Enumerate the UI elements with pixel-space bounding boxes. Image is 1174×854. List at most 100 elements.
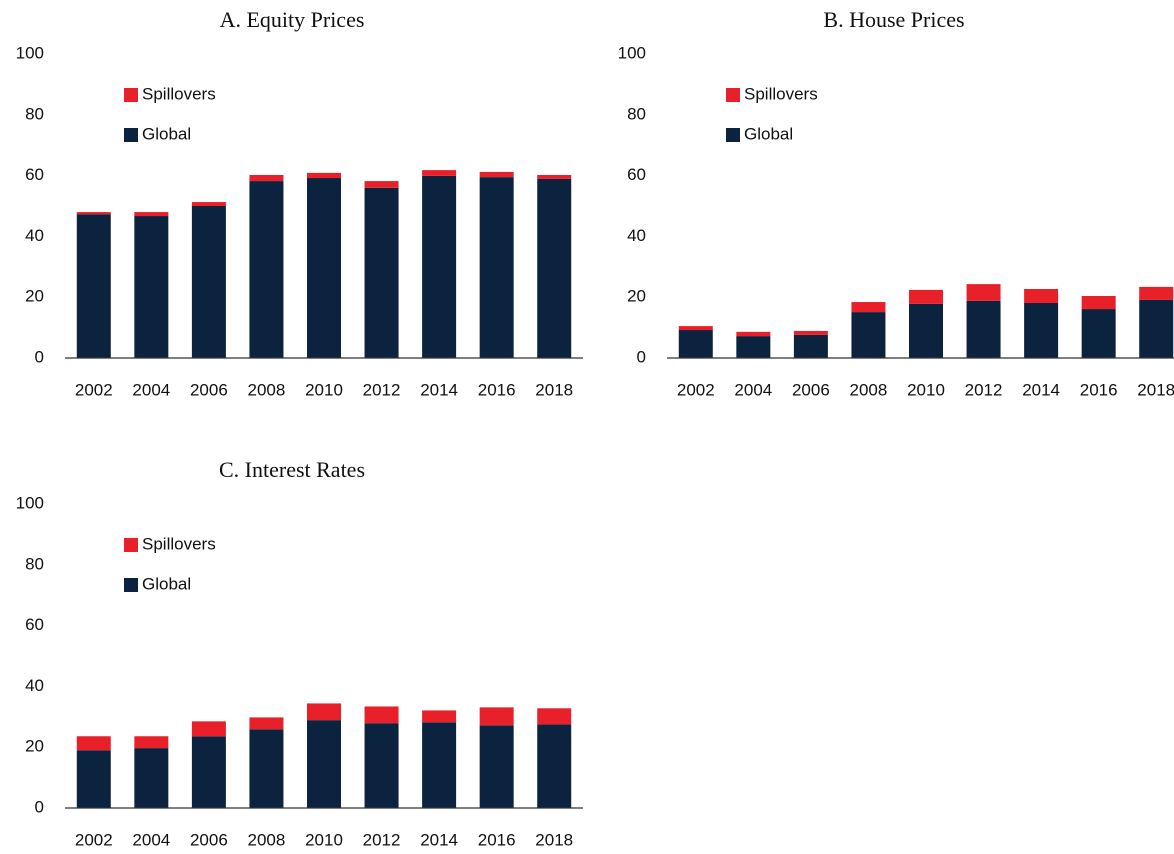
bar-segment [76, 214, 111, 358]
legend-swatch [124, 538, 138, 552]
bar-segment [76, 736, 111, 751]
bar-segment [909, 303, 943, 358]
bar-segment [134, 736, 169, 749]
bar-segment [736, 336, 771, 358]
x-tick-label: 2014 [420, 830, 458, 849]
bar-segment [307, 172, 341, 179]
legend-swatch [124, 128, 138, 142]
x-tick-label: 2018 [535, 830, 573, 849]
bar-segment [307, 720, 341, 808]
y-tick-label: 20 [25, 287, 44, 306]
bar-segment [966, 284, 1001, 301]
x-tick-label: 2006 [190, 830, 228, 849]
bar-segment [793, 334, 828, 358]
x-tick-label: 2004 [132, 380, 170, 399]
legend-label: Global [142, 574, 191, 593]
bar-segment [307, 178, 341, 358]
bar-segment [422, 170, 457, 176]
bar-segment [134, 748, 169, 808]
bar-segment [364, 181, 399, 188]
bar-segment [537, 178, 572, 358]
bar-segment [1024, 288, 1059, 303]
bar-segment [479, 171, 514, 178]
bar-segment [422, 722, 457, 808]
y-tick-label: 60 [627, 165, 646, 184]
bar-segment [307, 703, 341, 721]
y-tick-label: 0 [35, 347, 44, 366]
bar-segment [479, 177, 514, 358]
bar-segment [134, 212, 169, 217]
legend-swatch [124, 578, 138, 592]
x-tick-label: 2002 [75, 380, 113, 399]
chart: B. House Prices 0 20 40 60 80 100 2002 2004 2006 2… [618, 7, 1174, 399]
x-tick-label: 2012 [965, 380, 1003, 399]
bar-segment [479, 707, 514, 726]
chart: A. Equity Prices 0 20 40 60 80 100 2002 2004 2006… [16, 7, 583, 399]
bar-segment [678, 326, 713, 331]
x-tick-label: 2006 [190, 380, 228, 399]
bar-segment [191, 206, 226, 358]
x-tick-label: 2016 [478, 830, 516, 849]
bar-segment [537, 708, 572, 725]
y-tick-label: 80 [25, 104, 44, 123]
bar-segment [678, 330, 713, 358]
y-tick-label: 40 [25, 676, 44, 695]
y-tick-label: 60 [25, 165, 44, 184]
x-tick-label: 2006 [792, 380, 830, 399]
bar-segment [422, 175, 457, 358]
y-tick-label: 20 [25, 737, 44, 756]
bar-segment [909, 289, 943, 304]
bar-segment [537, 724, 572, 808]
bar-segment [1139, 299, 1174, 358]
x-tick-label: 2018 [535, 380, 573, 399]
legend-swatch [726, 88, 740, 102]
bar-segment [422, 710, 457, 723]
bar-segment [76, 750, 111, 808]
bar-segment [851, 312, 886, 358]
y-tick-label: 100 [618, 43, 646, 62]
y-tick-label: 80 [627, 104, 646, 123]
chart-title: B. House Prices [823, 7, 964, 32]
legend-label: Spillovers [142, 84, 216, 103]
x-tick-label: 2008 [248, 380, 286, 399]
bar-segment [793, 330, 828, 335]
bar-segment [1139, 286, 1174, 300]
x-tick-label: 2002 [677, 380, 715, 399]
y-tick-label: 0 [637, 347, 646, 366]
bar-segment [537, 174, 572, 179]
bar-segment [364, 723, 399, 808]
bar-segment [966, 300, 1001, 358]
bar-segment [479, 725, 514, 808]
x-tick-label: 2010 [305, 830, 343, 849]
bar-segment [249, 174, 284, 182]
y-tick-label: 100 [16, 493, 44, 512]
y-tick-label: 40 [25, 226, 44, 245]
legend-swatch [726, 128, 740, 142]
x-tick-label: 2012 [363, 830, 401, 849]
y-tick-label: 80 [25, 554, 44, 573]
bar-segment [1024, 302, 1059, 358]
bar-segment [249, 181, 284, 358]
bar-segment [1081, 309, 1116, 358]
x-tick-label: 2004 [132, 830, 170, 849]
chart: C. Interest Rates 0 20 40 60 80 100 2002 2004 200… [16, 457, 583, 849]
y-tick-label: 20 [627, 287, 646, 306]
bar-segment [364, 187, 399, 358]
x-tick-label: 2012 [363, 380, 401, 399]
x-tick-label: 2016 [1080, 380, 1118, 399]
x-tick-label: 2002 [75, 830, 113, 849]
x-tick-label: 2008 [850, 380, 888, 399]
legend-label: Global [744, 124, 793, 143]
x-tick-label: 2014 [1022, 380, 1060, 399]
bar-segment [249, 717, 284, 730]
legend-label: Global [142, 124, 191, 143]
chart-title: C. Interest Rates [219, 457, 365, 482]
bar-segment [364, 706, 399, 724]
x-tick-label: 2008 [248, 830, 286, 849]
y-tick-label: 0 [35, 797, 44, 816]
x-tick-label: 2018 [1137, 380, 1174, 399]
bar-segment [851, 302, 886, 313]
x-tick-label: 2016 [478, 380, 516, 399]
bar-segment [191, 736, 226, 808]
